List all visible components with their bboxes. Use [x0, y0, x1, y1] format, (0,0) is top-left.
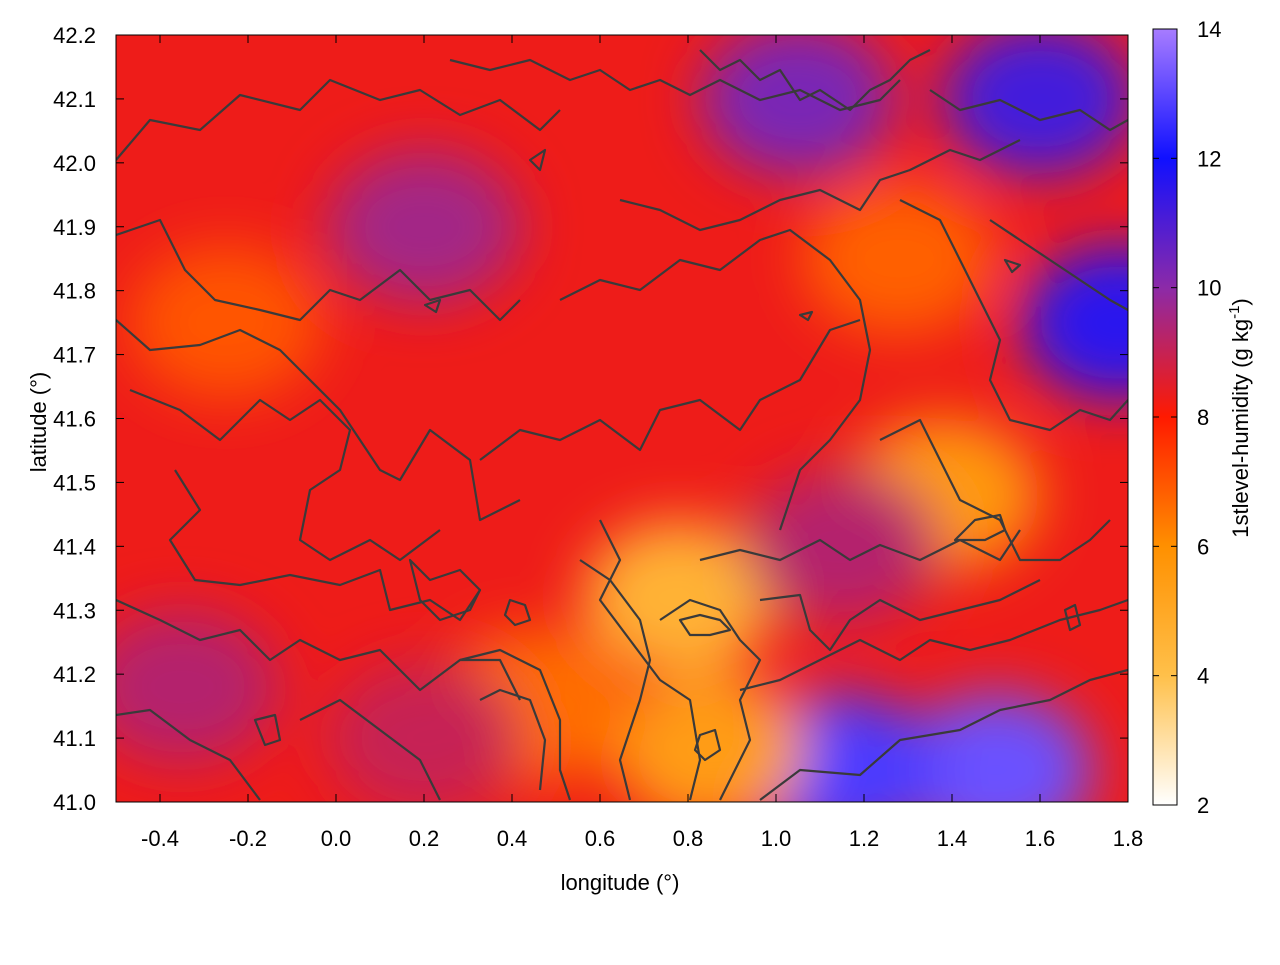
- x-tick-label: 1.0: [761, 826, 792, 851]
- contour-line: [423, 298, 442, 314]
- contour-line: [699, 529, 1021, 562]
- field-region-dry-west-strip: [129, 245, 323, 400]
- x-tick-label: 1.4: [937, 826, 968, 851]
- x-tick-label: 1.8: [1113, 826, 1144, 851]
- field-region-southwest-moist: [116, 610, 279, 764]
- contour-line: [953, 513, 1007, 542]
- x-tick-label: 0.6: [585, 826, 616, 851]
- contour-line: [129, 388, 441, 562]
- contour-line: [759, 579, 1041, 652]
- humidity-field-background: [116, 35, 1128, 802]
- y-tick-label: 41.6: [53, 407, 96, 432]
- colorbar-tick-label: 10: [1197, 276, 1221, 301]
- field-region-east-central-moist: [745, 469, 939, 624]
- x-tick-label: 0.4: [497, 826, 528, 851]
- x-axis-label: longitude (°): [561, 870, 680, 895]
- contour-line: [116, 708, 261, 801]
- plot-area: [116, 35, 1128, 802]
- colorbar-label: 1stlevel-humidity (g kg-1): [1226, 298, 1253, 538]
- contour-line: [253, 713, 282, 747]
- contour-line: [739, 598, 1128, 692]
- contour-line: [479, 318, 861, 461]
- x-tick-label: -0.2: [229, 826, 267, 851]
- contour-line: [899, 199, 1128, 432]
- field-region-sea-southeast: [899, 693, 1093, 802]
- contour-line: [598, 519, 702, 801]
- x-tick-label: 1.6: [1025, 826, 1056, 851]
- x-tick-label: 0.2: [409, 826, 440, 851]
- colorbar-tick-label: 6: [1197, 534, 1209, 559]
- field-region-far-northeast-moist: [943, 35, 1128, 176]
- colorbar-tick-label: 14: [1197, 17, 1221, 42]
- y-axis-label: latitude (°): [26, 372, 51, 473]
- contour-line: [559, 228, 872, 531]
- contour-line: [659, 598, 762, 801]
- colorbar: 2 4 6 8 10 12 14 1stlevel-humidity (g kg-1): [1152, 17, 1253, 818]
- contour-line: [116, 218, 521, 322]
- contour-line: [116, 78, 561, 161]
- contour-line: [699, 49, 931, 112]
- colorbar-tick-label: 12: [1197, 146, 1221, 171]
- x-tick-label: -0.4: [141, 826, 179, 851]
- contour-line: [116, 319, 521, 522]
- y-tick-label: 41.0: [53, 790, 96, 815]
- contour-line: [449, 58, 901, 112]
- y-tick-label: 41.2: [53, 662, 96, 687]
- contour-line: [619, 139, 1021, 232]
- contour-line: [989, 219, 1128, 311]
- y-tick-label: 41.5: [53, 470, 96, 495]
- y-tick-label: 41.4: [53, 534, 96, 559]
- x-tick-label: 1.2: [849, 826, 880, 851]
- y-tick-label: 41.9: [53, 215, 96, 240]
- y-tick-label: 41.7: [53, 343, 96, 368]
- y-tick-label: 41.8: [53, 279, 96, 304]
- y-tick-label: 42.1: [53, 87, 96, 112]
- colorbar-tick-label: 8: [1197, 405, 1209, 430]
- field-region-dry-south-tongue: [613, 674, 807, 802]
- y-tick-label: 41.3: [53, 598, 96, 623]
- contour-line: [693, 728, 722, 762]
- contour-line: [168, 469, 481, 622]
- contour-lines: [116, 49, 1128, 801]
- y-tick-label: 41.1: [53, 726, 96, 751]
- colorbar-tick-label: 4: [1197, 664, 1209, 689]
- y-axis: 41.0 41.1 41.2 41.3 41.4 41.5 41.6 41.7 41.8 41.9…: [53, 23, 1128, 815]
- contour-line: [759, 668, 1128, 801]
- contour-line: [879, 418, 1111, 562]
- contour-line: [479, 688, 547, 791]
- contour-line: [929, 89, 1128, 132]
- field-region-east-edge-moist: [1022, 245, 1128, 400]
- colorbar-ticks: 2 4 6 8 10 12 14: [1153, 17, 1221, 818]
- colorbar-label-superscript: -1: [1226, 306, 1243, 319]
- contour-line: [528, 148, 547, 172]
- contour-line: [459, 648, 572, 801]
- field-region-south-moist-band: [327, 661, 521, 802]
- x-axis: -0.4 -0.2 0.0 0.2 0.4 0.6 0.8 1.0 1.2 1.4 1.6 1.8: [141, 35, 1143, 851]
- field-region-dry-central-plume: [582, 520, 776, 675]
- contour-line: [678, 613, 732, 637]
- x-tick-label: 0.0: [321, 826, 352, 851]
- contour-line: [116, 598, 521, 701]
- field-region-north-moist-band: [327, 150, 521, 304]
- contour-line: [798, 310, 814, 322]
- x-tick-label: 0.8: [673, 826, 704, 851]
- y-tick-label: 42.2: [53, 23, 96, 48]
- contour-line: [299, 698, 441, 801]
- field-region-dry-northeast: [802, 182, 996, 336]
- contour-line: [408, 558, 482, 622]
- colorbar-label-end: ): [1228, 298, 1253, 305]
- contour-line: [503, 598, 532, 627]
- colorbar-label-main: 1stlevel-humidity (g kg: [1228, 319, 1253, 538]
- contour-line: [1063, 603, 1082, 632]
- contour-line: [579, 559, 652, 801]
- y-tick-label: 42.0: [53, 151, 96, 176]
- contour-line: [1003, 258, 1022, 274]
- colorbar-tick-label: 2: [1197, 793, 1209, 818]
